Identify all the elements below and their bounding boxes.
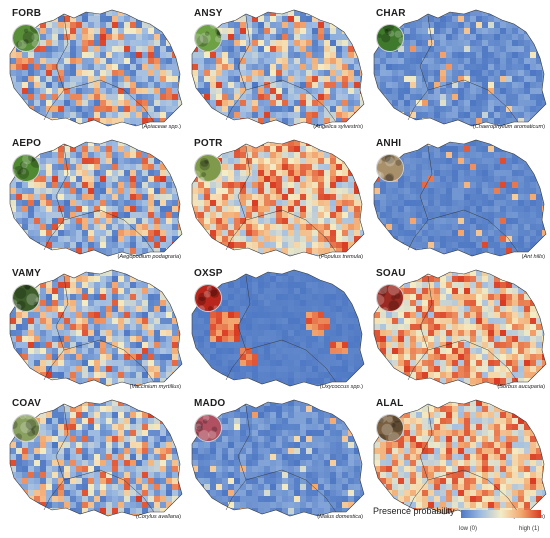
- probability-map: [9, 9, 183, 127]
- species-name: (Angelica sylvestris): [313, 124, 363, 130]
- probability-map: [373, 139, 547, 257]
- species-name: (Aegopodium podagraria): [117, 254, 181, 260]
- probability-map: [373, 269, 547, 387]
- probability-map: [9, 139, 183, 257]
- species-name-text: Angelica sylvestris: [315, 124, 362, 130]
- species-photo: [194, 154, 222, 182]
- panel-code: VAMY: [12, 268, 41, 279]
- map-panel-anhi: ANHI (Ant hills): [368, 134, 549, 264]
- species-photo: [376, 284, 404, 312]
- map-panel-vamy: VAMY (Vaccinium myrtillus): [4, 264, 185, 394]
- probability-map: [191, 9, 365, 127]
- probability-map: [191, 269, 365, 387]
- map-panel-ansy: ANSY (Angelica sylvestris): [186, 4, 367, 134]
- species-photo: [194, 24, 222, 52]
- species-name: (Oxycoccus spp.): [319, 384, 363, 390]
- legend-title: Presence probability: [373, 506, 455, 516]
- panel-code: POTR: [194, 138, 223, 149]
- probability-map: [191, 139, 365, 257]
- map-panel-mado: MADO (Malus domestica): [186, 394, 367, 524]
- species-name: (Malus domestica): [317, 514, 363, 520]
- probability-map: [9, 399, 183, 517]
- species-name: (Ant hills): [521, 254, 545, 260]
- probability-map: [373, 399, 547, 517]
- species-name: (Corylus avellana): [135, 514, 181, 520]
- species-name-text: Apiaceae spp.: [143, 124, 180, 130]
- species-photo: [194, 284, 222, 312]
- species-name-text: Corylus avellana: [137, 514, 180, 520]
- species-name: (Vaccinium myrtillus): [129, 384, 181, 390]
- species-name: (Chaerophyllum aromaticum): [472, 124, 545, 130]
- probability-map: [9, 269, 183, 387]
- map-panel-alal: ALAL(Alces alces): [368, 394, 549, 524]
- species-photo: [376, 414, 404, 442]
- legend: Presence probability low (0) high (1): [373, 506, 543, 536]
- legend-low-label: low (0): [459, 526, 478, 532]
- species-name: (Apiaceae spp.): [141, 124, 181, 130]
- panel-code: OXSP: [194, 268, 223, 279]
- panel-code: ANHI: [376, 138, 402, 149]
- species-photo: [194, 414, 222, 442]
- species-name-text: Chaerophyllum aromaticum: [474, 124, 544, 130]
- map-panel-potr: POTR (Populus tremula): [186, 134, 367, 264]
- probability-map: [191, 399, 365, 517]
- species-photo: [376, 24, 404, 52]
- species-name-text: Populus tremula: [320, 254, 362, 260]
- legend-color-bar: [461, 510, 541, 518]
- map-panel-char: CHAR (Chaerophyllum aromaticum): [368, 4, 549, 134]
- map-panel-soau: SOAU (Sorbus aucuparia): [368, 264, 549, 394]
- species-name-text: Sorbus aucuparia: [499, 384, 544, 390]
- species-name-text: Malus domestica: [319, 514, 362, 520]
- species-name-text: Vaccinium myrtillus: [131, 384, 180, 390]
- map-panel-forb: FORB (Apiaceae spp.): [4, 4, 185, 134]
- panel-code: MADO: [194, 398, 226, 409]
- panel-code: ANSY: [194, 8, 223, 19]
- species-photo: [12, 414, 40, 442]
- species-photo: [12, 154, 40, 182]
- map-panel-aepo: AEPO (Aegopodium podagraria): [4, 134, 185, 264]
- map-panel-coav: COAV (Corylus avellana): [4, 394, 185, 524]
- species-name: (Populus tremula): [318, 254, 363, 260]
- panel-code: SOAU: [376, 268, 406, 279]
- panel-code: ALAL: [376, 398, 404, 409]
- species-photo: [12, 284, 40, 312]
- panel-code: AEPO: [12, 138, 42, 149]
- panel-code: COAV: [12, 398, 41, 409]
- legend-high-label: high (1): [519, 526, 540, 532]
- species-name-text: Aegopodium podagraria: [119, 254, 180, 260]
- probability-map: [373, 9, 547, 127]
- panel-code: FORB: [12, 8, 42, 19]
- panel-code: CHAR: [376, 8, 406, 19]
- map-panel-oxsp: OXSP (Oxycoccus spp.): [186, 264, 367, 394]
- species-photo: [376, 154, 404, 182]
- species-name-text: Oxycoccus spp.: [321, 384, 362, 390]
- species-name: (Sorbus aucuparia): [497, 384, 545, 390]
- species-name-text: Ant hills: [523, 254, 544, 260]
- species-photo: [12, 24, 40, 52]
